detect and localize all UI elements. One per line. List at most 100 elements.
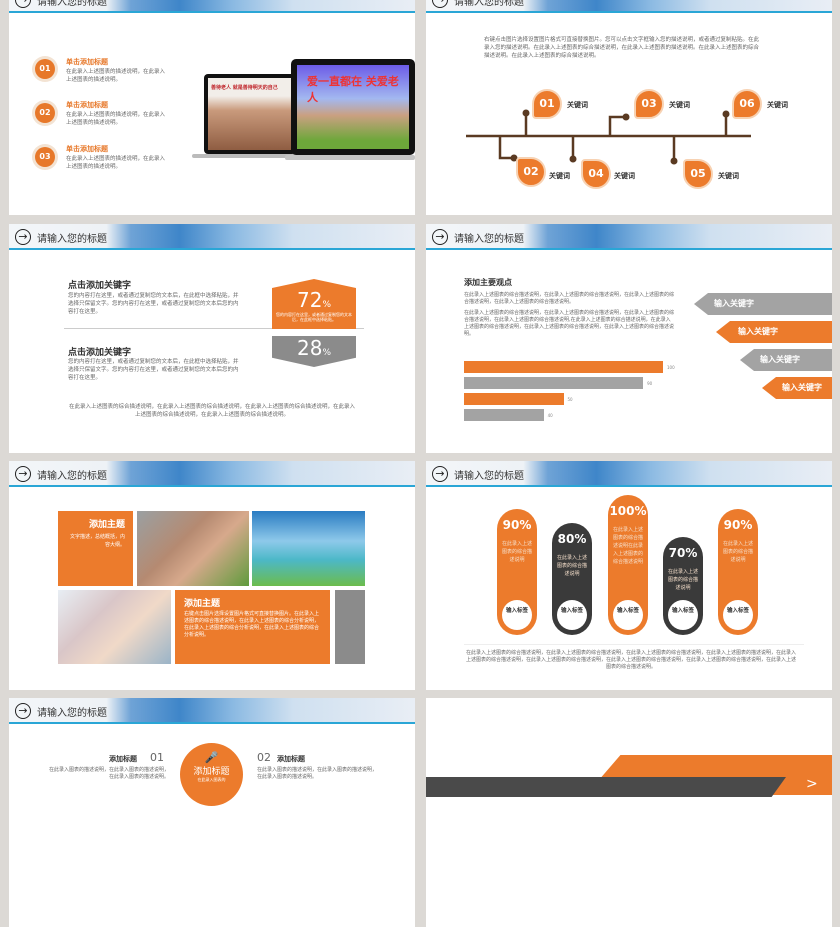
paragraph: 在此录入上述图表的综合描述说明，在此录入上述图表的综合描述说明，在此录入上述图表… [464, 292, 675, 305]
capsule-label: 输入标签 [668, 600, 698, 630]
slide-2[interactable]: →请输入您的标题 右键点击图片选择设置图片格式可直接替换图片。您可以点击文字框输… [426, 0, 832, 215]
capsule-label: 输入标签 [502, 600, 532, 630]
item-title: 单击添加标题 [66, 101, 108, 109]
bar [464, 393, 564, 405]
timeline-node: 01 [532, 89, 562, 119]
arrow-right-icon: → [15, 229, 31, 245]
capsule-label: 输入标签 [613, 600, 643, 630]
node-label: 关键词 [669, 101, 690, 109]
timeline-node: 03 [634, 89, 664, 119]
keyword-arrow: 输入关键字 [762, 377, 832, 399]
capsule-text: 在此录入上述图表的综合描述说明 [502, 541, 533, 563]
capsule-label: 输入标签 [723, 600, 753, 630]
footer-text: 在此录入上述图表的综合描述说明，在此录入上述图表的综合描述说明，在此录入上述图表… [466, 650, 797, 670]
description: 右键点击图片选择设置图片格式可直接替换图片。您可以点击文字框输入您的描述说明，或… [484, 37, 760, 59]
photo-holding-hands [137, 511, 249, 586]
number-badge: 01 [35, 59, 55, 79]
item-title: 添加标题 [109, 755, 137, 763]
arrow-right-icon: → [432, 229, 448, 245]
slide-3[interactable]: → 请输入您的标题 点击添加关键字 您的内容打在这里，或者通过复制您的文本后，在此… [9, 224, 415, 453]
number-badge: 03 [35, 147, 55, 167]
timeline-node: 05 [683, 159, 713, 189]
arrow-right-icon: → [15, 703, 31, 719]
capsule-percent: 80% [557, 532, 587, 546]
item-title: 单击添加标题 [66, 145, 108, 153]
slide-header: → 请输入您的标题 [9, 0, 415, 13]
slide-title: 请输入您的标题 [37, 708, 107, 719]
slide-title: 请输入您的标题 [37, 471, 107, 482]
item-number: 01 [150, 751, 164, 764]
slide-title: 请输入您的标题 [37, 0, 107, 8]
slide-title: 请输入您的标题 [454, 0, 524, 8]
center-title: 添加标题 [193, 767, 230, 777]
slide-8[interactable]: > [426, 698, 832, 927]
number-badge: 02 [35, 103, 55, 123]
divider [64, 328, 364, 329]
slide-4[interactable]: → 请输入您的标题 添加主要观点 在此录入上述图表的综合描述说明，在此录入上述图表… [426, 224, 832, 453]
stat-value: 28 [296, 336, 323, 360]
divider [464, 644, 804, 645]
item-text: 在此录入图表的描述说明，在此录入图表的描述说明，在此录入图表的描述说明。 [49, 767, 170, 780]
bar-label: 90 [647, 381, 653, 386]
slide-1[interactable]: → 请输入您的标题 01 单击添加标题 在此录入上述图表的描述说明，在此录入上述图… [9, 0, 415, 215]
topic-title: 添加主题 [88, 520, 125, 530]
bar-label: 100 [667, 365, 675, 370]
slide-title: 请输入您的标题 [454, 234, 524, 245]
bar [464, 361, 663, 373]
arrow-right-icon: → [15, 0, 31, 8]
topic-box: 添加主题 右键点击图片选择设置图片格式可直接替换图片。在此录入上述图表的综合描述… [175, 590, 330, 664]
stat-text: 您的内容打在这里，或者通过复制您的文本后，在此框中选择粘贴。 [276, 312, 352, 322]
microphone-icon: 🎤 [204, 751, 219, 764]
keyword-title: 点击添加关键字 [68, 348, 132, 358]
capsule-percent: 90% [502, 518, 532, 532]
footer-text: 在此录入上述图表的综合描述说明，在此录入上述图表的综合描述说明，在此录入上述图表… [68, 404, 355, 418]
bar-label: 40 [547, 413, 553, 418]
item-number: 02 [257, 751, 271, 764]
item-title: 添加标题 [277, 755, 305, 763]
keyword-arrow: 输入关键字 [716, 321, 832, 343]
stat-hexagon-orange: 72% 您的内容打在这里，或者通过复制您的文本后，在此框中选择粘贴。 [272, 279, 356, 329]
center-circle: 🎤 添加标题 在此录入图表的 [180, 743, 243, 806]
node-label: 关键词 [567, 101, 588, 109]
stat-unit: % [322, 348, 331, 358]
percent-capsule: 90% 在此录入上述图表的综合描述说明输入标签 [497, 509, 537, 635]
bar [464, 409, 544, 421]
screen-caption: 善待老人 就是善待明天的自己 [208, 78, 292, 150]
node-label: 关键词 [614, 172, 635, 180]
bar [464, 377, 644, 389]
slide-6[interactable]: → 请输入您的标题 90% 在此录入上述图表的综合描述说明输入标签 80% 在此录入上述… [426, 461, 832, 690]
topic-text: 文字描述，总结概括，内容大纲。 [69, 534, 125, 548]
photo-elderly-couple [58, 590, 171, 664]
slide-title: 请输入您的标题 [37, 234, 107, 245]
slide-header: → 请输入您的标题 [9, 698, 415, 724]
item-title: 单击添加标题 [66, 58, 108, 66]
capsule-percent: 90% [723, 518, 753, 532]
main-point-title: 添加主要观点 [464, 278, 512, 287]
keyword-text: 您的内容打在这里，或者通过复制您的文本后，在此框中选择粘贴，并选择只保留文字。您… [68, 293, 239, 315]
percent-capsule: 100% 在此录入上述图表的综合描述说明在此录入上述图表的综合描述说明输入标签 [608, 495, 648, 635]
capsule-percent: 70% [668, 546, 698, 560]
capsule-label: 输入标签 [557, 600, 587, 630]
paragraph: 在此录入上述图表的综合描述说明，在此录入上述图表的综合描述说明，在此录入上述图表… [464, 310, 675, 337]
capsule-text: 在此录入上述图表的综合描述说明在此录入上述图表的综合描述说明 [613, 527, 644, 565]
slide-header: → 请输入您的标题 [426, 461, 832, 487]
item-text: 在此录入图表的描述说明，在此录入图表的描述说明，在此录入图表的描述说明。 [257, 767, 378, 780]
capsule-text: 在此录入上述图表的综合描述说明 [668, 569, 699, 591]
capsule-text: 在此录入上述图表的综合描述说明 [723, 541, 754, 563]
screen-caption: 爱一直都在 关爱老人 [297, 65, 409, 149]
stat-unit: % [322, 300, 331, 310]
keyword-arrow: 输入关键字 [694, 293, 832, 315]
stat-value: 72 [296, 288, 323, 312]
slide-7[interactable]: → 请输入您的标题 添加标题 01 在此录入图表的描述说明，在此录入图表的描述说明… [9, 698, 415, 927]
keyword-title: 点击添加关键字 [68, 281, 132, 291]
item-text: 在此录入上述图表的描述说明，在此录入上述图表的描述说明。 [66, 112, 166, 126]
percent-capsule: 90% 在此录入上述图表的综合描述说明输入标签 [718, 509, 758, 635]
capsule-percent: 100% [609, 504, 647, 518]
slide-5[interactable]: → 请输入您的标题 添加主题 文字描述，总结概括，内容大纲。 添加主题 右键点击图… [9, 461, 415, 690]
laptop-image-1: 善待老人 就是善待明天的自己 [204, 74, 296, 154]
node-label: 关键词 [549, 172, 570, 180]
timeline [466, 109, 751, 165]
timeline-node: 06 [732, 89, 762, 119]
chevron-icon: > [806, 776, 818, 792]
slide-header: → 请输入您的标题 [9, 224, 415, 250]
